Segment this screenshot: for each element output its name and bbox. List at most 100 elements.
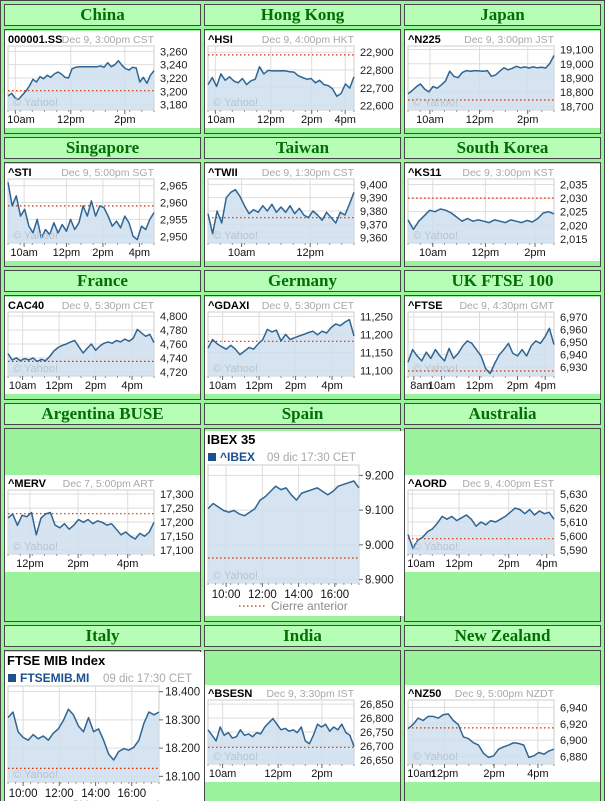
x-axis-label: 4pm	[321, 380, 342, 392]
x-axis-label: 12pm	[431, 768, 459, 780]
x-axis-label: 12pm	[57, 114, 85, 126]
y-axis-label: 6,900	[560, 735, 588, 747]
y-axis-label: 8.900	[365, 574, 394, 586]
x-axis-label: 10:00	[212, 589, 241, 601]
y-axis-label: 2,025	[560, 207, 588, 219]
y-axis-label: 3,260	[160, 46, 188, 58]
chart-svg-New Zealand: © Yahoo! 6,940 6,920 6,900 6,880 10am12pm 2pm 4…	[407, 688, 588, 780]
chart-india[interactable]: © Yahoo! 26,850 26,800 26,750 26,700 26,650 10…	[205, 685, 400, 782]
area-fill	[408, 55, 554, 110]
y-axis-label: 2,950	[160, 231, 188, 243]
chart-row-2: © Yahoo! 2,965 2,960 2,955 2,950 10am 12pm 2pm 4…	[4, 162, 601, 267]
header-india: India	[204, 625, 401, 647]
chart-svg-Germany: © Yahoo! 11,250 11,200 11,150 11,100 10am 12pm…	[207, 300, 393, 392]
chart-spain-ibex[interactable]: © Yahoo! 9.200 9.100 9.000 8.900 10:00 12:00 14…	[205, 430, 404, 616]
header-spain: Spain	[204, 403, 401, 425]
y-axis-label: 4,800	[160, 311, 188, 323]
x-axis-label: 12:00	[45, 788, 74, 800]
chart-taiwan[interactable]: © Yahoo! 9,400 9,390 9,380 9,370 9,360 10am 12p…	[205, 164, 400, 261]
x-axis-label: 10:00	[9, 788, 38, 800]
y-axis-label: 2,020	[560, 220, 588, 232]
x-axis-label: 16:00	[320, 589, 349, 601]
ticker-label: FTSEMIB.MI	[20, 671, 89, 685]
header-row-3: France Germany UK FTSE 100	[4, 270, 601, 292]
datetime-label: Dec 9, 4:00pm EST	[462, 478, 554, 490]
y-axis-label: 6,880	[560, 752, 588, 764]
y-axis-label: 11,200	[360, 329, 393, 341]
chart-argentina[interactable]: © Yahoo! 17,300 17,250 17,200 17,150 17,100 12…	[5, 474, 200, 572]
chart-germany[interactable]: © Yahoo! 11,250 11,200 11,150 11,100 10am 12pm…	[205, 297, 400, 394]
chart-singapore[interactable]: © Yahoo! 2,965 2,960 2,955 2,950 10am 12pm 2pm 4…	[5, 164, 200, 261]
chart-south-korea[interactable]: © Yahoo! 2,035 2,030 2,025 2,020 2,015 10am 12p…	[405, 164, 600, 261]
chart-row-4: © Yahoo! 17,300 17,250 17,200 17,150 17,100 12…	[4, 428, 601, 622]
y-axis-label: 9.000	[365, 539, 394, 551]
y-axis-label: 3,200	[160, 86, 188, 98]
price-line	[207, 188, 355, 235]
chart-svg-South Korea: © Yahoo! 2,035 2,030 2,0252,020 2,015 10am 12p…	[407, 167, 588, 259]
x-axis-label: 12pm	[445, 558, 473, 570]
ticker-label: CAC40	[8, 300, 44, 312]
chart-china[interactable]: © Yahoo! 3,260 3,240 3,220 3,200 3,180 10am 12p…	[5, 31, 200, 128]
datetime-label: Dec 7, 5:00pm ART	[63, 478, 155, 490]
x-axis-label: 12pm	[264, 768, 292, 780]
area-fill	[8, 709, 159, 782]
x-axis-label: 2pm	[285, 380, 306, 392]
y-axis-label: 2,015	[560, 234, 588, 246]
y-axis-label: 9,390	[360, 193, 388, 205]
y-axis-label: 26,800	[360, 713, 394, 725]
y-axis-label: 18,800	[560, 87, 594, 99]
chart-hong-kong[interactable]: © Yahoo! 22,900 22,800 22,700 22,600 10am 12pm…	[205, 31, 400, 128]
price-line	[7, 182, 155, 241]
price-line	[207, 66, 355, 98]
y-axis-label: 9,380	[360, 206, 388, 218]
price-line	[407, 506, 555, 549]
chart-new-zealand[interactable]: © Yahoo! 6,940 6,920 6,900 6,880 10am 12pm 2pm 4…	[405, 685, 600, 782]
x-axis-label: 2pm	[507, 380, 528, 392]
header-hong-kong: Hong Kong	[204, 4, 401, 26]
ticker-label: ^HSI	[208, 34, 233, 46]
x-axis-label: 12pm	[45, 380, 73, 392]
datetime-label: Dec 9, 5:00pm SGT	[61, 167, 154, 179]
header-row-5: Italy India New Zealand	[4, 625, 601, 647]
ticker-label: ^N225	[408, 34, 441, 46]
chart-australia[interactable]: © Yahoo! 5,630 5,620 5,610 5,600 5,590 10am 12p…	[405, 474, 600, 572]
yahoo-watermark: © Yahoo!	[213, 751, 258, 763]
chart-france[interactable]: © Yahoo! 4,800 4,780 4,760 4,740 4,720 10am 12p…	[5, 297, 200, 394]
ticker-label: ^IBEX	[220, 450, 255, 464]
chart-svg-Japan: © Yahoo! 19,100 19,000 18,900 18,800 18,700 10…	[407, 34, 594, 126]
x-axis-label: 2pm	[311, 768, 332, 780]
yahoo-watermark: © Yahoo!	[413, 230, 458, 242]
area-fill	[8, 60, 154, 110]
y-axis-label: 22,700	[360, 83, 394, 95]
chart-title: FTSE MIB Index	[7, 654, 106, 668]
datetime-label: Dec 9, 3:00pm KST	[462, 167, 554, 179]
y-axis-label: 4,720	[160, 367, 188, 379]
x-axis-label: 2pm	[483, 768, 504, 780]
x-axis-label: 12pm	[466, 380, 494, 392]
y-axis-label: 19,100	[560, 45, 594, 57]
area-fill	[208, 718, 354, 764]
yahoo-watermark: © Yahoo!	[413, 751, 458, 763]
chart-svg-Singapore: © Yahoo! 2,965 2,960 2,955 2,950 10am 12pm 2pm 4…	[7, 167, 188, 259]
datetime-label: Dec 9, 5:30pm CET	[62, 300, 155, 312]
y-axis-label: 18,900	[560, 73, 594, 85]
x-axis-label: 12pm	[472, 247, 500, 259]
y-axis-label: 3,240	[160, 60, 188, 72]
price-line	[7, 328, 155, 363]
y-axis-label: 9.100	[365, 505, 394, 517]
chart-japan[interactable]: © Yahoo! 19,100 19,000 18,900 18,800 18,700 10…	[405, 31, 600, 128]
chart-uk-ftse[interactable]: © Yahoo! 6,970 6,960 6,950 6,940 6,930 8am 10am…	[405, 297, 600, 394]
y-axis-label: 6,950	[560, 337, 588, 349]
area-fill	[8, 512, 154, 554]
y-axis-label: 6,930	[560, 362, 588, 374]
ticker-label: 000001.SS	[8, 34, 62, 46]
x-axis-label: 10am	[407, 558, 435, 570]
y-axis-label: 6,940	[560, 702, 588, 714]
x-axis-label: 10am	[10, 247, 38, 259]
yahoo-watermark: © Yahoo!	[413, 363, 458, 375]
chart-italy-ftse-mib[interactable]: © Yahoo! 18.400 18.300 18.200 18.100 10:00 12:…	[5, 652, 204, 801]
prev-close-caption: Chiusura precedente	[71, 798, 183, 801]
x-axis-label: 10am	[7, 114, 35, 126]
area-fill	[408, 507, 554, 554]
